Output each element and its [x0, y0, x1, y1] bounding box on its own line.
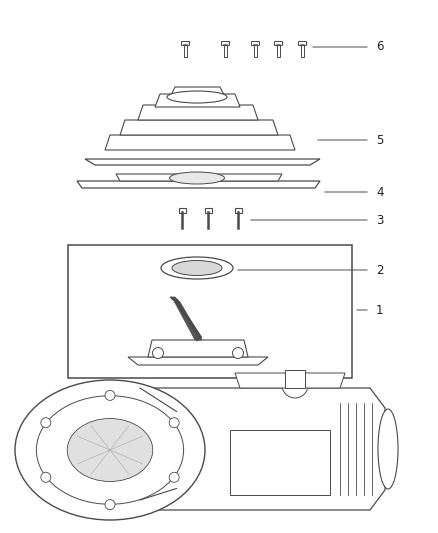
Circle shape [152, 348, 163, 359]
Bar [68, 245, 352, 378]
Polygon shape [140, 388, 385, 510]
Polygon shape [85, 159, 320, 165]
Bar [205, 208, 212, 213]
Bar [276, 41, 279, 57]
Ellipse shape [170, 172, 225, 184]
Bar [223, 41, 226, 57]
Polygon shape [170, 87, 225, 97]
Circle shape [169, 418, 179, 427]
Bar [298, 41, 306, 45]
Polygon shape [77, 181, 320, 188]
Bar [179, 208, 186, 213]
Bar [181, 41, 189, 45]
Circle shape [169, 472, 179, 482]
Bar [221, 41, 229, 45]
Polygon shape [235, 373, 345, 388]
Ellipse shape [378, 409, 398, 489]
Circle shape [105, 390, 115, 400]
Polygon shape [138, 105, 258, 120]
Bar [254, 41, 257, 57]
Ellipse shape [15, 380, 205, 520]
Circle shape [233, 348, 244, 359]
Bar [251, 41, 259, 45]
Circle shape [41, 418, 51, 427]
Polygon shape [155, 94, 240, 107]
Ellipse shape [36, 395, 184, 504]
Bar [234, 208, 241, 213]
Polygon shape [170, 297, 202, 340]
Bar [285, 370, 305, 388]
Ellipse shape [167, 91, 227, 103]
Circle shape [282, 372, 308, 398]
Circle shape [105, 499, 115, 510]
Polygon shape [148, 340, 248, 357]
Polygon shape [116, 174, 282, 181]
Ellipse shape [172, 261, 222, 276]
Text: 2: 2 [376, 263, 384, 277]
Bar [184, 41, 187, 57]
Bar [274, 41, 282, 45]
Polygon shape [105, 135, 295, 150]
Circle shape [41, 472, 51, 482]
Text: 4: 4 [376, 185, 384, 198]
Polygon shape [120, 120, 278, 135]
Text: 6: 6 [376, 41, 384, 53]
Polygon shape [128, 357, 268, 365]
Bar [230, 430, 330, 495]
Text: 1: 1 [376, 303, 384, 317]
Bar [300, 41, 304, 57]
Text: 3: 3 [376, 214, 383, 227]
Text: 5: 5 [376, 133, 383, 147]
Ellipse shape [67, 418, 153, 481]
Ellipse shape [161, 257, 233, 279]
